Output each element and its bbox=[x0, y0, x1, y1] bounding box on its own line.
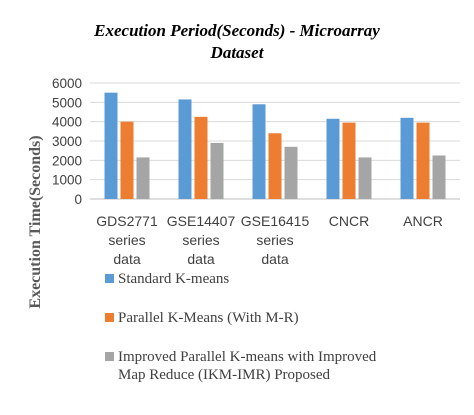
y-tick-label: 2000 bbox=[52, 153, 82, 168]
y-tick-label: 5000 bbox=[52, 95, 82, 110]
y-tick-label: 0 bbox=[74, 192, 82, 207]
bar bbox=[136, 157, 150, 199]
y-axis-label: Execution Time(Seconds) bbox=[27, 135, 44, 308]
bar bbox=[284, 146, 298, 199]
y-tick-label: 1000 bbox=[52, 173, 82, 188]
legend-label: Improved Parallel K-means with Improved bbox=[118, 349, 377, 365]
bar bbox=[252, 104, 266, 199]
bar bbox=[416, 122, 430, 199]
bar bbox=[120, 121, 134, 199]
legend-swatch bbox=[105, 313, 114, 322]
category-label: data bbox=[187, 251, 214, 267]
bar bbox=[268, 133, 282, 199]
category-labels: GDS2771 series data GSE14407 series data GSE16… bbox=[96, 213, 443, 267]
bar bbox=[210, 142, 224, 199]
legend: Standard K-means Parallel K-Means (With M… bbox=[105, 271, 377, 383]
category-label: series bbox=[256, 232, 293, 248]
legend-label: Map Reduce (IKM-IMR) Proposed bbox=[118, 367, 331, 383]
category-label: GDS2771 bbox=[96, 213, 158, 229]
category-label: CNCR bbox=[329, 213, 369, 229]
bar bbox=[358, 157, 372, 199]
bar bbox=[104, 92, 118, 199]
y-tick-label: 4000 bbox=[52, 115, 82, 130]
bars bbox=[104, 92, 446, 199]
bar bbox=[400, 117, 414, 199]
category-label: data bbox=[113, 251, 140, 267]
category-label: series bbox=[108, 232, 145, 248]
bar bbox=[178, 99, 192, 199]
category-label: GSE16415 bbox=[241, 213, 310, 229]
category-label: ANCR bbox=[403, 213, 443, 229]
bar bbox=[432, 155, 446, 199]
category-label: data bbox=[261, 251, 288, 267]
y-tick-label: 3000 bbox=[52, 134, 82, 149]
legend-swatch bbox=[105, 274, 114, 283]
category-label: GSE14407 bbox=[167, 213, 236, 229]
chart-title-line-1: Execution Period(Seconds) - Microarray bbox=[93, 21, 380, 40]
bar bbox=[342, 122, 356, 199]
category-label: series bbox=[182, 232, 219, 248]
y-tick-labels: 0 1000 2000 3000 4000 5000 6000 bbox=[52, 76, 82, 207]
bar bbox=[326, 118, 340, 199]
legend-label: Parallel K-Means (With M-R) bbox=[118, 310, 299, 326]
y-tick-label: 6000 bbox=[52, 76, 82, 91]
legend-swatch bbox=[105, 352, 114, 361]
chart-title-line-2: Dataset bbox=[210, 43, 265, 62]
legend-label: Standard K-means bbox=[118, 271, 229, 287]
bar bbox=[194, 116, 208, 199]
